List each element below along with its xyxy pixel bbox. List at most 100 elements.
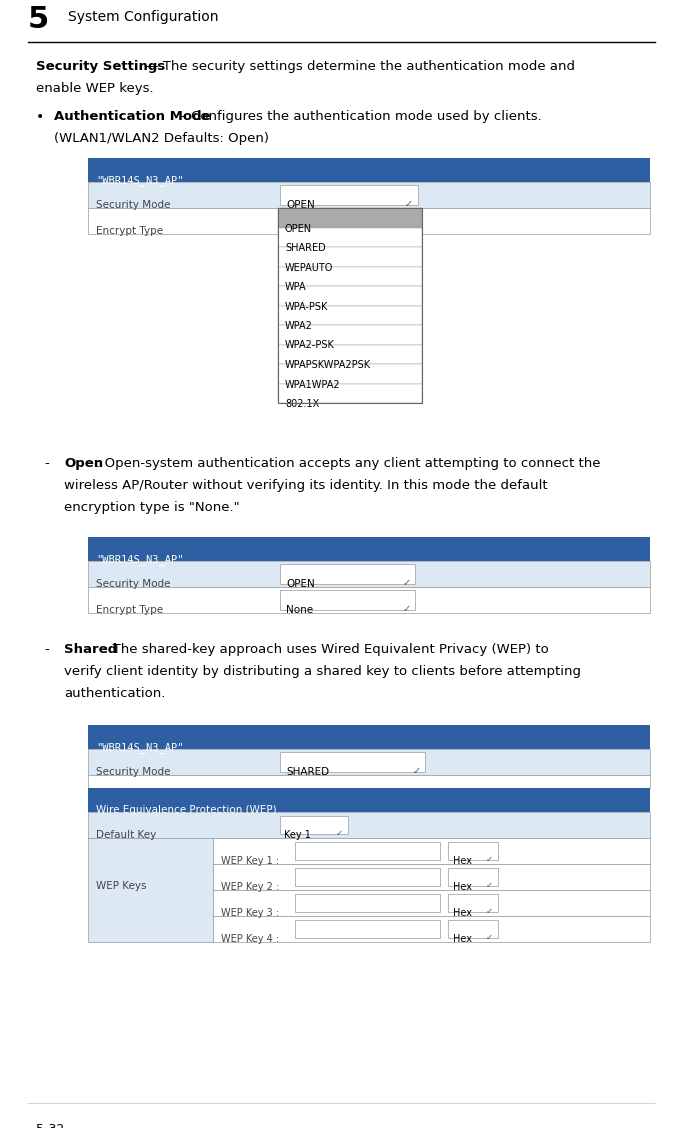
Text: WPA-PSK: WPA-PSK	[285, 301, 328, 311]
Text: SHARED: SHARED	[286, 767, 329, 777]
Text: Encrypt Type: Encrypt Type	[96, 605, 163, 615]
Text: ✓: ✓	[486, 907, 493, 916]
FancyBboxPatch shape	[280, 752, 425, 772]
Text: "WBR14S_N3_AP": "WBR14S_N3_AP"	[96, 175, 184, 186]
Text: ✓: ✓	[405, 199, 413, 209]
Text: Security Mode: Security Mode	[96, 200, 170, 210]
FancyBboxPatch shape	[88, 812, 650, 838]
FancyBboxPatch shape	[278, 384, 422, 403]
Text: Key 1: Key 1	[284, 830, 311, 840]
Text: WPA: WPA	[285, 282, 306, 292]
Text: Wire Equivalence Protection (WEP): Wire Equivalence Protection (WEP)	[96, 805, 277, 816]
FancyBboxPatch shape	[280, 590, 415, 610]
Text: WEP Key 2 :: WEP Key 2 :	[221, 882, 279, 892]
FancyBboxPatch shape	[280, 185, 418, 205]
Text: Authentication Mode: Authentication Mode	[54, 111, 211, 123]
Text: "WBR14S_N3_AP": "WBR14S_N3_AP"	[96, 742, 184, 752]
Text: SHARED: SHARED	[285, 243, 325, 253]
Text: Security Settings: Security Settings	[36, 60, 165, 73]
Text: Default Key: Default Key	[96, 830, 156, 840]
Text: : The shared-key approach uses Wired Equivalent Privacy (WEP) to: : The shared-key approach uses Wired Equ…	[104, 643, 549, 656]
Text: Security Mode: Security Mode	[96, 579, 170, 589]
Text: Security Mode: Security Mode	[96, 767, 170, 777]
Text: Open: Open	[64, 457, 103, 470]
FancyBboxPatch shape	[88, 775, 650, 788]
Text: WPA1WPA2: WPA1WPA2	[285, 379, 340, 389]
FancyBboxPatch shape	[213, 890, 650, 916]
Text: -: -	[44, 643, 49, 656]
Text: 5: 5	[28, 5, 49, 34]
Text: WEP Key 1 :: WEP Key 1 :	[221, 856, 279, 866]
Text: ✓: ✓	[486, 855, 493, 864]
Text: ✓: ✓	[486, 933, 493, 942]
Text: WEP Key 3 :: WEP Key 3 :	[221, 908, 279, 918]
Text: (WLAN1/WLAN2 Defaults: Open): (WLAN1/WLAN2 Defaults: Open)	[54, 132, 269, 146]
FancyBboxPatch shape	[448, 920, 498, 938]
FancyBboxPatch shape	[88, 561, 650, 587]
FancyBboxPatch shape	[88, 725, 650, 749]
FancyBboxPatch shape	[448, 869, 498, 885]
FancyBboxPatch shape	[278, 325, 422, 344]
Text: – Configures the authentication mode used by clients.: – Configures the authentication mode use…	[176, 111, 542, 123]
Text: : Open-system authentication accepts any client attempting to connect the: : Open-system authentication accepts any…	[96, 457, 601, 470]
Text: Hex: Hex	[453, 856, 472, 866]
FancyBboxPatch shape	[278, 306, 422, 325]
Text: OPEN: OPEN	[285, 223, 312, 233]
Text: encryption type is "None.": encryption type is "None."	[64, 501, 239, 514]
FancyBboxPatch shape	[278, 344, 422, 364]
FancyBboxPatch shape	[278, 266, 422, 287]
Text: None: None	[286, 605, 313, 615]
Text: OPEN: OPEN	[286, 579, 315, 589]
Text: WEP Key 4 :: WEP Key 4 :	[221, 934, 279, 944]
Text: WPA2: WPA2	[285, 321, 313, 331]
FancyBboxPatch shape	[88, 158, 650, 182]
Text: ✓: ✓	[403, 603, 411, 614]
FancyBboxPatch shape	[280, 564, 415, 584]
Text: 5-32: 5-32	[36, 1123, 64, 1128]
FancyBboxPatch shape	[88, 838, 213, 942]
FancyBboxPatch shape	[278, 228, 422, 247]
Text: Encrypt Type: Encrypt Type	[96, 226, 163, 236]
FancyBboxPatch shape	[295, 869, 440, 885]
FancyBboxPatch shape	[88, 182, 650, 208]
Text: Hex: Hex	[453, 934, 472, 944]
FancyBboxPatch shape	[88, 537, 650, 561]
Text: ✓: ✓	[336, 829, 343, 838]
Text: WPAPSKWPA2PSK: WPAPSKWPA2PSK	[285, 360, 371, 370]
FancyBboxPatch shape	[448, 895, 498, 913]
FancyBboxPatch shape	[213, 864, 650, 890]
FancyBboxPatch shape	[88, 788, 650, 812]
FancyBboxPatch shape	[295, 920, 440, 938]
FancyBboxPatch shape	[213, 838, 650, 864]
Text: 802.1X: 802.1X	[285, 399, 319, 409]
FancyBboxPatch shape	[278, 364, 422, 384]
FancyBboxPatch shape	[88, 208, 650, 233]
Text: WPA2-PSK: WPA2-PSK	[285, 341, 335, 351]
Text: •: •	[36, 111, 44, 124]
Text: Shared: Shared	[64, 643, 117, 656]
Text: ✓: ✓	[413, 766, 421, 776]
FancyBboxPatch shape	[278, 247, 422, 266]
Text: ✓: ✓	[403, 578, 411, 588]
FancyBboxPatch shape	[278, 287, 422, 306]
Text: System Configuration: System Configuration	[68, 10, 218, 24]
Text: "WBR14S_N3_AP": "WBR14S_N3_AP"	[96, 554, 184, 565]
FancyBboxPatch shape	[448, 841, 498, 860]
FancyBboxPatch shape	[213, 916, 650, 942]
FancyBboxPatch shape	[88, 587, 650, 613]
Text: — The security settings determine the authentication mode and: — The security settings determine the au…	[141, 60, 575, 73]
FancyBboxPatch shape	[88, 749, 650, 775]
Text: WEP Keys: WEP Keys	[96, 881, 146, 891]
Text: Hex: Hex	[453, 882, 472, 892]
Text: ✓: ✓	[486, 881, 493, 890]
Text: authentication.: authentication.	[64, 687, 165, 700]
Text: -: -	[44, 457, 49, 470]
FancyBboxPatch shape	[278, 208, 422, 228]
FancyBboxPatch shape	[295, 841, 440, 860]
Text: verify client identity by distributing a shared key to clients before attempting: verify client identity by distributing a…	[64, 666, 581, 678]
Text: wireless AP/Router without verifying its identity. In this mode the default: wireless AP/Router without verifying its…	[64, 479, 548, 492]
FancyBboxPatch shape	[295, 895, 440, 913]
FancyBboxPatch shape	[280, 816, 348, 834]
Text: WEPAUTO: WEPAUTO	[285, 263, 334, 273]
Text: OPEN: OPEN	[286, 200, 315, 210]
